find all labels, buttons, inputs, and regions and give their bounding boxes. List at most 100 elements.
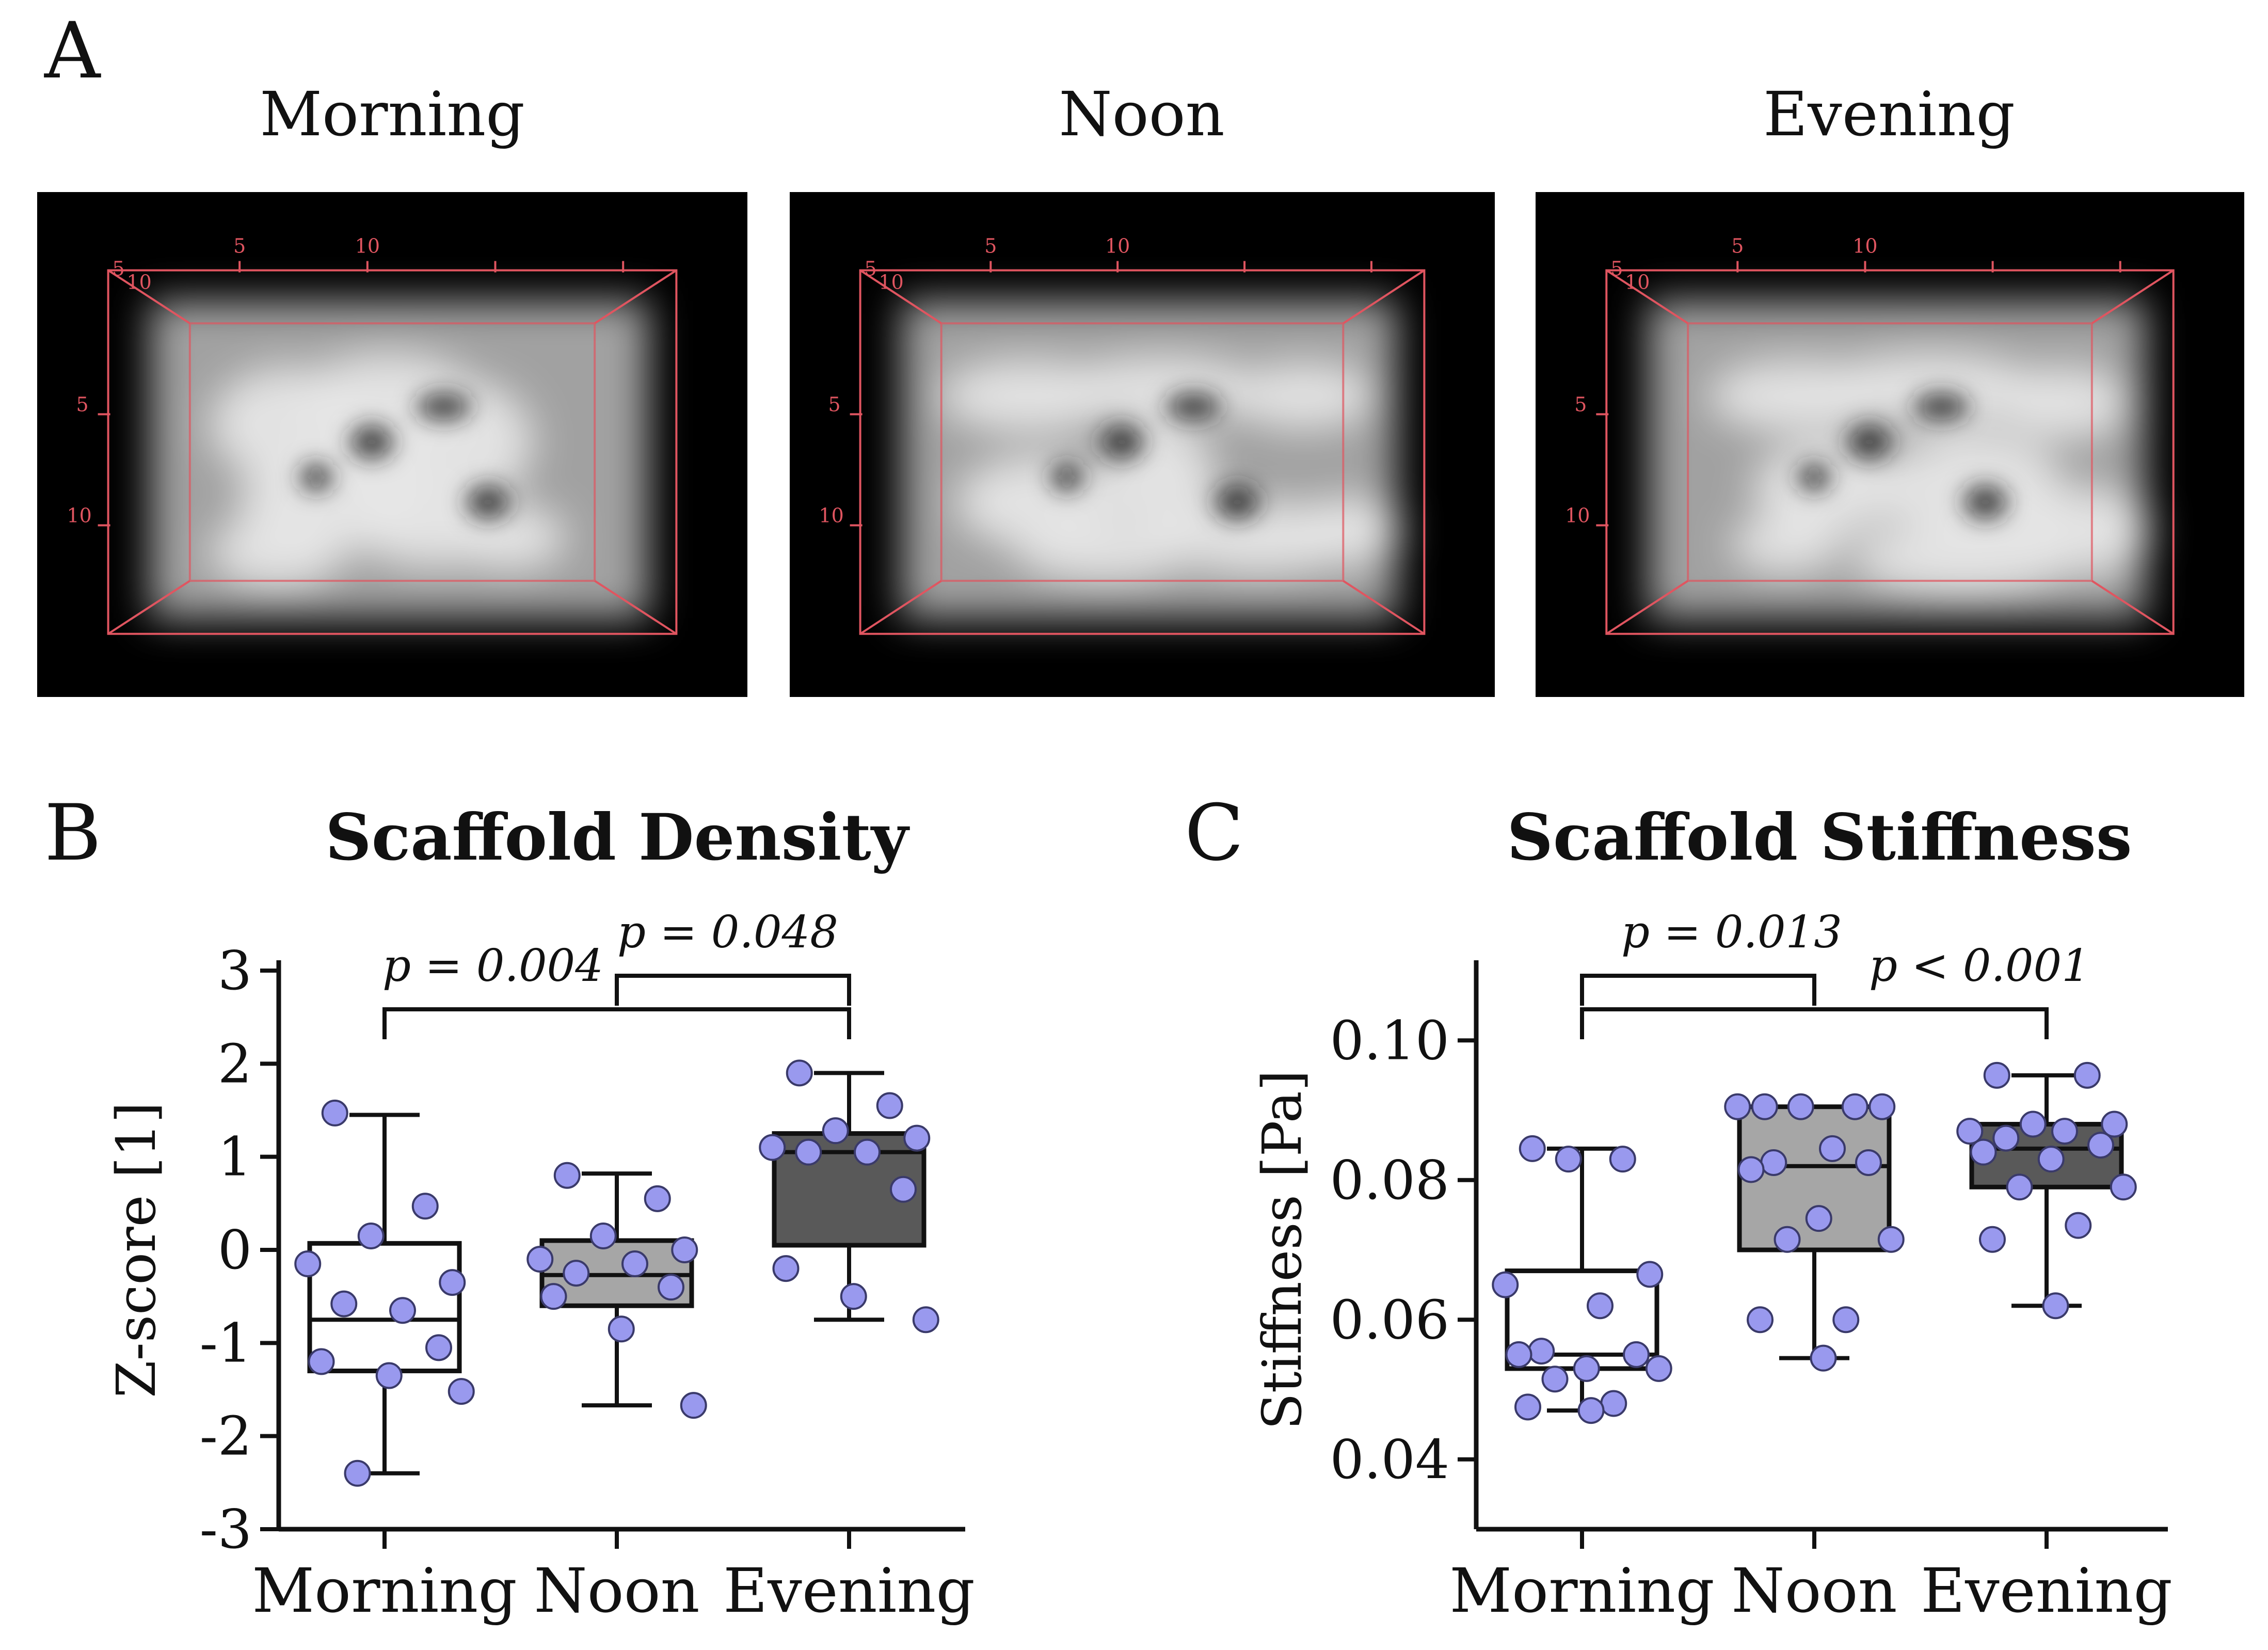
scale-label-corner-5: 5 (113, 258, 125, 280)
data-point (1979, 1226, 2006, 1253)
data-point (2042, 1292, 2069, 1320)
box-evening (1969, 1073, 2124, 1308)
data-point (876, 1092, 903, 1119)
data-point (1555, 1146, 1582, 1173)
panel-a-title-evening: Evening (1763, 78, 2015, 150)
scale-label-corner-10: 10 (126, 271, 151, 294)
data-point (563, 1260, 590, 1287)
p-value-label: p = 0.004 (382, 940, 603, 992)
data-point (1819, 1135, 1846, 1162)
data-point (759, 1134, 786, 1161)
data-point (1877, 1226, 1905, 1253)
box-noon (1737, 1104, 1892, 1360)
panel-a-title-noon: Noon (1059, 78, 1224, 150)
data-point (2101, 1110, 2128, 1138)
bounding-box (98, 261, 678, 635)
scaffold-volume (1648, 300, 2151, 619)
data-point (772, 1255, 800, 1282)
data-point (912, 1306, 939, 1334)
data-point (526, 1246, 554, 1273)
significance-bracket: p = 0.004 (382, 940, 851, 1039)
y-tick-label: -3 (200, 1498, 252, 1561)
scale-label-left-10: 10 (819, 504, 843, 527)
data-point (840, 1283, 867, 1310)
data-point (411, 1193, 439, 1220)
data-point (786, 1059, 813, 1087)
data-point (1636, 1261, 1664, 1288)
data-point (1519, 1135, 1546, 1162)
data-point (1737, 1156, 1765, 1183)
scale-label-top-10: 10 (355, 235, 380, 258)
panel-a-title-morning: Morning (260, 78, 525, 150)
data-point (1645, 1355, 1672, 1382)
data-point (1868, 1093, 1896, 1120)
data-point (671, 1236, 698, 1263)
chart-title: Scaffold Stiffness (1507, 800, 2132, 875)
data-point (1805, 1205, 1832, 1232)
x-tick-label-noon: Noon (1731, 1555, 1897, 1626)
data-point (2006, 1173, 2033, 1201)
data-point (389, 1297, 416, 1324)
data-point (1787, 1093, 1814, 1120)
data-point (330, 1290, 358, 1318)
data-point (1983, 1061, 2010, 1089)
data-point (621, 1250, 648, 1278)
y-tick-label: 1 (218, 1125, 252, 1188)
data-point (1505, 1341, 1532, 1368)
panel-label-a: A (44, 6, 101, 96)
scale-label-left-5: 5 (828, 393, 841, 416)
significance-bracket: p = 0.048 (615, 907, 851, 1006)
data-point (1528, 1338, 1555, 1365)
data-point (321, 1099, 348, 1127)
y-tick-label: 0 (218, 1218, 252, 1281)
scaffold-volume (902, 300, 1402, 619)
data-point (1810, 1344, 1837, 1372)
data-point (795, 1138, 822, 1166)
data-point (344, 1459, 371, 1487)
data-point (439, 1269, 466, 1296)
scale-label-corner-10: 10 (1625, 271, 1650, 294)
scale-label-top-5: 5 (233, 235, 246, 258)
scale-label-top-10: 10 (1105, 235, 1130, 258)
x-tick-label-morning: Morning (252, 1555, 517, 1626)
box-morning (307, 1113, 462, 1476)
x-tick-label-evening: Evening (723, 1555, 975, 1626)
scale-label-corner-5: 5 (1610, 258, 1623, 280)
data-point (1747, 1306, 1774, 1334)
data-point (2051, 1118, 2078, 1145)
data-point (1841, 1093, 1868, 1120)
data-point (1855, 1149, 1882, 1176)
data-point (1577, 1397, 1605, 1424)
data-point (1600, 1390, 1627, 1417)
data-point (308, 1348, 335, 1375)
data-point (1760, 1149, 1787, 1176)
scale-label-top-5: 5 (1731, 235, 1744, 258)
x-tick-label-morning: Morning (1449, 1555, 1715, 1626)
scale-label-left-5: 5 (76, 393, 89, 416)
data-point (425, 1334, 452, 1361)
data-point (2073, 1061, 2101, 1089)
data-point (658, 1274, 684, 1301)
y-tick-label: 3 (218, 939, 252, 1002)
y-axis-label: Z-score [1] (105, 1102, 168, 1398)
data-point (448, 1378, 475, 1405)
scale-label-left-10: 10 (1565, 504, 1590, 527)
data-point (890, 1176, 917, 1203)
data-point (294, 1250, 322, 1278)
data-point (680, 1392, 707, 1419)
y-tick-label: 0.08 (1330, 1149, 1449, 1212)
scale-label-corner-10: 10 (879, 271, 903, 294)
data-point (608, 1315, 635, 1343)
data-point (589, 1222, 617, 1249)
y-tick-label: 0.10 (1330, 1009, 1449, 1072)
y-tick-label: -1 (200, 1311, 252, 1374)
panel-label-c: C (1185, 788, 1244, 878)
data-point (553, 1162, 581, 1189)
data-point (357, 1222, 385, 1249)
scale-label-top-10: 10 (1852, 235, 1877, 258)
significance-bracket: p = 0.013 (1580, 907, 1842, 1006)
y-tick-label: 2 (218, 1032, 252, 1095)
data-point (822, 1117, 849, 1145)
